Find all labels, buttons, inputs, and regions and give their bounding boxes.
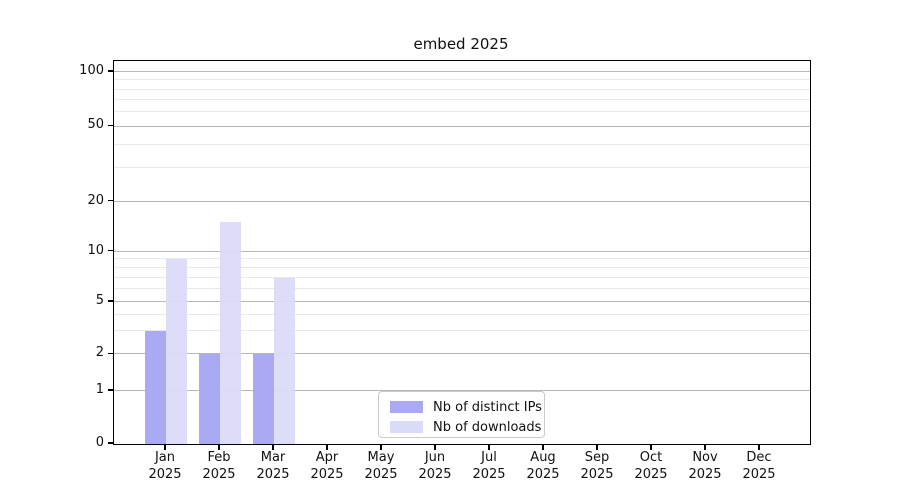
minor-gridline (114, 167, 810, 169)
month-label: Jan (154, 450, 176, 465)
year-label: 2025 (688, 467, 722, 482)
x-tick-label: Jul 2025 (457, 449, 521, 483)
month-label: Mar (260, 450, 286, 465)
minor-gridline (114, 330, 810, 332)
y-tick-label: 2 (95, 345, 104, 361)
minor-gridline (114, 258, 810, 260)
y-tick-label: 1 (95, 381, 104, 397)
legend-swatch (390, 421, 423, 433)
plot-area (113, 60, 811, 445)
y-tick-label: 0 (95, 435, 104, 450)
x-tick-mark (650, 444, 652, 450)
legend-label: Nb of downloads (433, 419, 542, 435)
year-label: 2025 (148, 467, 182, 482)
y-tick-label: 5 (95, 292, 104, 308)
y-tick-label: 10 (87, 242, 104, 258)
year-label: 2025 (526, 467, 560, 482)
x-tick-label: Aug 2025 (511, 449, 575, 483)
month-label: Aug (530, 450, 556, 465)
major-gridline (114, 250, 810, 252)
year-label: 2025 (202, 467, 236, 482)
minor-gridline (114, 266, 810, 268)
month-label: Dec (746, 450, 772, 465)
major-gridline (114, 125, 810, 127)
x-tick-mark (488, 444, 490, 450)
month-label: Nov (692, 450, 718, 465)
year-label: 2025 (256, 467, 290, 482)
x-tick-mark (596, 444, 598, 450)
bar-downloads (274, 277, 296, 444)
x-tick-mark (272, 444, 274, 450)
y-tick-mark (108, 124, 113, 127)
bar-distinct-ips (252, 354, 274, 444)
y-tick-label: 20 (87, 192, 104, 208)
bar-downloads (220, 222, 242, 444)
legend: Nb of distinct IPs Nb of downloads (378, 391, 545, 438)
x-tick-mark (704, 444, 706, 450)
chart-title: embed 2025 (413, 35, 509, 53)
minor-gridline (114, 287, 810, 289)
x-tick-label: Nov 2025 (673, 449, 737, 483)
year-label: 2025 (580, 467, 614, 482)
month-label: Apr (315, 450, 339, 465)
month-label: May (367, 450, 395, 465)
x-tick-mark (380, 444, 382, 450)
y-tick-mark (108, 199, 113, 202)
major-gridline (114, 389, 810, 391)
y-tick-mark (108, 300, 113, 302)
x-tick-mark (164, 444, 166, 450)
y-tick-label: 50 (87, 117, 104, 133)
x-tick-mark (326, 444, 328, 450)
major-gridline (114, 300, 810, 302)
x-tick-label: Dec 2025 (727, 449, 791, 483)
x-tick-label: Feb 2025 (187, 449, 251, 483)
legend-label: Nb of distinct IPs (433, 399, 542, 415)
year-label: 2025 (364, 467, 398, 482)
legend-item: Nb of distinct IPs (379, 397, 544, 417)
x-tick-label: Oct 2025 (619, 449, 683, 483)
major-gridline (114, 200, 810, 202)
x-tick-label: Jun 2025 (403, 449, 467, 483)
minor-gridline (114, 111, 810, 113)
legend-swatch (390, 401, 423, 413)
bar-distinct-ips (144, 331, 166, 444)
y-tick-mark (108, 249, 113, 252)
minor-gridline (114, 143, 810, 145)
minor-gridline (114, 79, 810, 81)
x-tick-mark (758, 444, 760, 450)
x-tick-label: Mar 2025 (241, 449, 305, 483)
minor-gridline (114, 99, 810, 101)
year-label: 2025 (418, 467, 452, 482)
x-tick-mark (434, 444, 436, 450)
x-tick-label: Sep 2025 (565, 449, 629, 483)
minor-gridline (114, 276, 810, 278)
minor-gridline (114, 88, 810, 90)
minor-gridline (114, 313, 810, 315)
year-label: 2025 (310, 467, 344, 482)
y-tick-mark (108, 389, 113, 391)
year-label: 2025 (634, 467, 668, 482)
month-label: Jun (424, 450, 446, 465)
y-tick-mark (108, 352, 113, 355)
x-tick-label: Apr 2025 (295, 449, 359, 483)
year-label: 2025 (742, 467, 776, 482)
month-label: Jul (481, 450, 497, 465)
x-tick-label: May 2025 (349, 449, 413, 483)
major-gridline (114, 353, 810, 355)
month-label: Feb (207, 450, 231, 465)
y-tick-label: 100 (79, 63, 104, 79)
y-tick-mark (108, 442, 113, 444)
bar-distinct-ips (198, 354, 220, 444)
x-tick-mark (542, 444, 544, 450)
x-tick-label: Jan 2025 (133, 449, 197, 483)
x-tick-mark (218, 444, 220, 450)
month-label: Sep (584, 450, 610, 465)
major-gridline (114, 71, 810, 73)
bar-downloads (166, 259, 188, 444)
month-label: Oct (639, 450, 663, 465)
year-label: 2025 (472, 467, 506, 482)
y-tick-mark (108, 70, 113, 72)
legend-item: Nb of downloads (379, 417, 544, 437)
